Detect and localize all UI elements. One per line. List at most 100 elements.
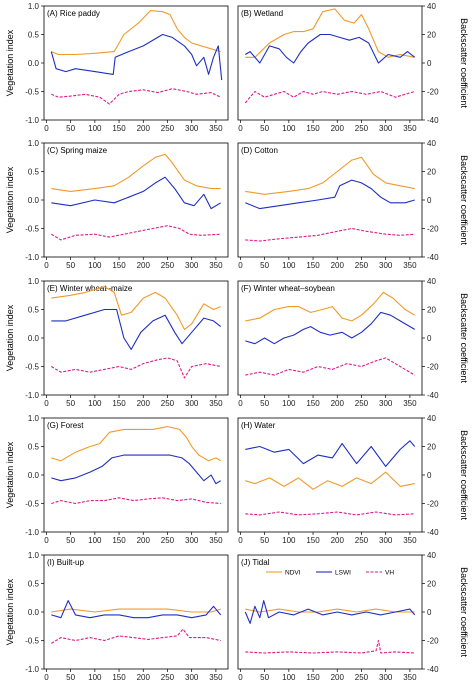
x-tick-label: 100	[282, 536, 296, 545]
lswi-line	[245, 179, 415, 210]
ndvi-line	[245, 471, 415, 490]
vh-line	[245, 639, 415, 654]
x-tick-label: 300	[185, 261, 199, 270]
y2-tick-label: 40	[427, 414, 436, 423]
x-tick-label: 200	[331, 536, 345, 545]
y-tick-label: 1.0	[28, 139, 40, 148]
lswi-line	[51, 308, 222, 350]
x-tick-label: 200	[331, 673, 345, 682]
y-tick-label: -1.0	[25, 116, 39, 125]
x-tick-label: 50	[260, 673, 269, 682]
y-tick-label: 0.5	[28, 168, 40, 177]
x-tick-label: 300	[185, 124, 199, 133]
lswi-line	[51, 176, 221, 210]
lswi-line	[245, 440, 416, 467]
x-tick-label: 50	[66, 673, 75, 682]
x-tick-label: 350	[209, 124, 223, 133]
x-tick-label: 50	[260, 261, 269, 270]
y2-tick-label: 40	[427, 139, 436, 148]
x-tick-label: 350	[403, 399, 417, 408]
y2-tick-label: 20	[427, 306, 436, 315]
y2-tick-label: -20	[427, 637, 439, 646]
x-tick-label: 0	[238, 124, 243, 133]
vh-line	[245, 511, 415, 516]
x-tick-label: 100	[282, 261, 296, 270]
x-tick-label: 250	[161, 673, 175, 682]
panel: 0 50 100 150 200 250 300 350 -40 -20 0 20 40 (F) Wint…	[237, 277, 439, 408]
x-tick-label: 250	[355, 124, 369, 133]
x-tick-label: 0	[238, 673, 243, 682]
lswi-line	[245, 33, 416, 64]
x-tick-label: 0	[238, 261, 243, 270]
x-tick-label: 150	[112, 673, 126, 682]
x-tick-label: 150	[306, 673, 320, 682]
panel-label: (A) Rice paddy	[47, 9, 100, 18]
panel-label: (J) Tidal	[241, 558, 270, 567]
y2-tick-label: -40	[427, 665, 439, 674]
y-tick-label: -0.5	[25, 363, 39, 372]
vh-line	[244, 90, 415, 104]
x-tick-label: 350	[403, 673, 417, 682]
lswi-line	[51, 454, 221, 485]
x-tick-label: 300	[185, 536, 199, 545]
panel: 0 50 100 150 200 250 300 350 -40 -20 0 20 40 (J) Tida…	[237, 551, 439, 682]
y-tick-label: 1.0	[28, 551, 40, 560]
y-tick-label: 0.5	[28, 306, 40, 315]
x-tick-label: 200	[331, 399, 345, 408]
x-tick-label: 200	[137, 673, 151, 682]
y-axis-left-title: Vegetation index	[5, 29, 15, 96]
plot-frame	[43, 5, 229, 121]
x-tick-label: 150	[306, 261, 320, 270]
x-tick-label: 0	[44, 399, 49, 408]
vh-line	[51, 225, 221, 241]
y-axis-left-title: Vegetation index	[5, 441, 15, 508]
x-tick-label: 150	[112, 536, 126, 545]
y2-tick-label: 0	[427, 196, 432, 205]
legend-label: LSWI	[335, 570, 351, 577]
panel-label: (C) Spring maize	[47, 146, 108, 155]
x-tick-label: 100	[88, 673, 102, 682]
y2-tick-label: 40	[427, 2, 436, 11]
legend-label: VH	[385, 570, 394, 577]
y-tick-label: 0.5	[28, 580, 40, 589]
x-tick-label: 150	[112, 399, 126, 408]
y2-tick-label: 20	[427, 443, 436, 452]
x-tick-label: 150	[306, 536, 320, 545]
vh-line	[51, 88, 221, 105]
lswi-line	[244, 600, 416, 624]
y-tick-label: -1.0	[25, 253, 39, 262]
y-tick-label: -0.5	[25, 88, 39, 97]
x-tick-label: 100	[88, 536, 102, 545]
panel-label: (G) Forest	[47, 421, 84, 430]
panel: 0 50 100 150 200 250 300 350 -1.0 -0.5 0.0 0.5 1.0 (I…	[25, 551, 229, 682]
y-tick-label: 0.5	[28, 443, 40, 452]
panel: 0 50 100 150 200 250 300 350 -1.0 -0.5 0.0 0.5 1.0 (E…	[25, 277, 229, 408]
x-tick-label: 350	[209, 673, 223, 682]
y2-tick-label: 40	[427, 551, 436, 560]
x-tick-label: 250	[161, 399, 175, 408]
x-tick-label: 250	[355, 673, 369, 682]
y2-tick-label: -40	[427, 116, 439, 125]
x-tick-label: 250	[161, 261, 175, 270]
y2-tick-label: 0	[427, 59, 432, 68]
x-tick-label: 250	[355, 399, 369, 408]
y2-tick-label: 20	[427, 31, 436, 40]
y-tick-label: 0.0	[28, 196, 40, 205]
panel-label: (H) Water	[241, 421, 276, 430]
y-tick-label: -1.0	[25, 665, 39, 674]
y2-tick-label: 0	[427, 608, 432, 617]
x-tick-label: 300	[379, 124, 393, 133]
x-tick-label: 200	[137, 124, 151, 133]
x-tick-label: 300	[379, 399, 393, 408]
x-tick-label: 200	[137, 399, 151, 408]
vh-line	[51, 628, 221, 644]
x-tick-label: 150	[112, 124, 126, 133]
panel-label: (E) Winter wheat–maize	[47, 284, 133, 293]
x-tick-label: 200	[137, 261, 151, 270]
ndvi-line	[245, 156, 415, 195]
x-tick-label: 0	[44, 673, 49, 682]
y2-tick-label: 0	[427, 471, 432, 480]
y-axis-left-title: Vegetation index	[5, 304, 15, 371]
x-tick-label: 100	[88, 261, 102, 270]
ndvi-line	[245, 8, 415, 58]
